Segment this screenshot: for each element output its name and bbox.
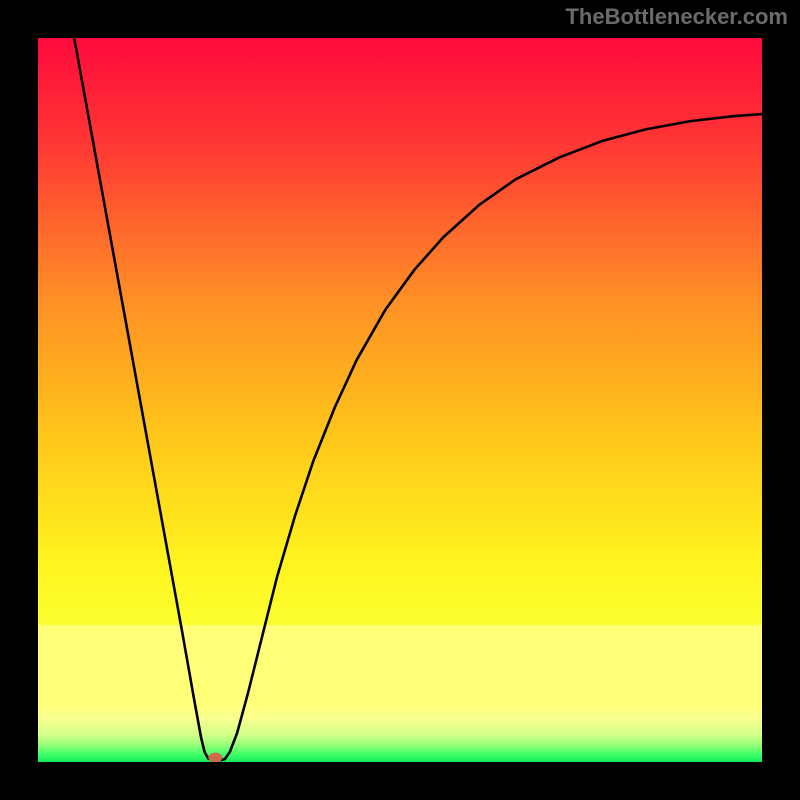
plot-area	[38, 38, 762, 762]
chart-frame: TheBottlenecker.com	[0, 0, 800, 800]
gradient-and-curve-svg	[38, 38, 762, 762]
gradient-background	[38, 38, 762, 762]
watermark-text: TheBottlenecker.com	[565, 4, 788, 30]
